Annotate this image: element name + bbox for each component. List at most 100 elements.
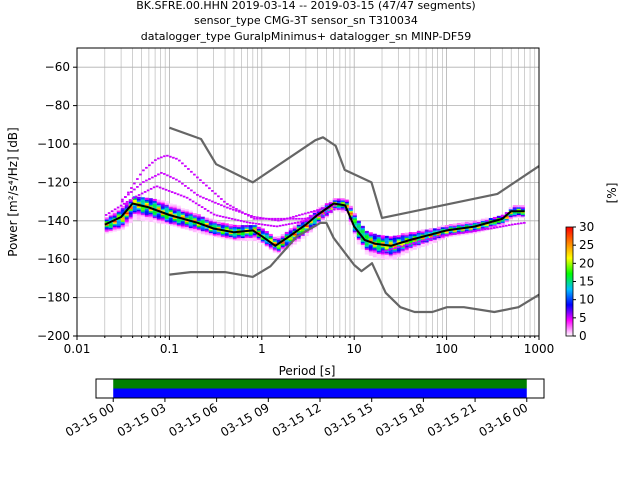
density-cell xyxy=(272,245,277,249)
density-cell xyxy=(104,229,109,232)
density-cell xyxy=(340,205,345,209)
density-cell xyxy=(412,247,417,250)
density-cell xyxy=(212,219,217,222)
density-cell xyxy=(372,247,377,250)
density-cell xyxy=(384,238,389,242)
density-cell-outlier xyxy=(508,224,511,227)
density-cell xyxy=(280,247,285,251)
density-cell xyxy=(228,236,233,239)
density-cell xyxy=(320,218,325,222)
density-cell xyxy=(328,212,333,215)
density-cell xyxy=(152,198,157,202)
density-cell-outlier xyxy=(178,180,181,183)
density-cell xyxy=(140,207,145,211)
density-cell xyxy=(476,222,481,226)
x-tick-label: 100 xyxy=(435,342,458,356)
density-cell xyxy=(268,236,273,240)
density-cell xyxy=(368,252,373,255)
density-cell xyxy=(448,233,453,236)
density-cell xyxy=(168,217,173,220)
density-cell xyxy=(416,246,421,249)
density-cell-outlier xyxy=(158,186,162,189)
density-cell xyxy=(300,224,305,227)
density-cell xyxy=(184,221,189,224)
density-cell xyxy=(348,208,353,212)
density-cell xyxy=(364,241,369,244)
y-tick-label: −60 xyxy=(45,60,70,74)
density-cell xyxy=(352,217,357,221)
density-cell xyxy=(340,210,345,213)
density-cell-outlier xyxy=(205,184,208,187)
density-cell xyxy=(476,225,481,229)
density-cell xyxy=(324,215,329,218)
density-cell xyxy=(180,212,185,216)
density-cell xyxy=(340,201,345,204)
density-cell xyxy=(140,214,145,217)
density-cell xyxy=(248,235,253,239)
density-cell xyxy=(296,236,301,239)
density-cell xyxy=(120,221,125,224)
density-cell xyxy=(216,224,221,228)
density-cell xyxy=(216,229,221,232)
density-cell xyxy=(148,199,153,202)
density-cell-outlier xyxy=(163,173,166,175)
density-cell-outlier xyxy=(191,200,195,203)
density-cell xyxy=(196,217,201,220)
density-cell xyxy=(436,226,441,229)
density-cell xyxy=(292,240,297,244)
density-cell xyxy=(392,241,397,245)
density-cell-outlier xyxy=(175,157,178,160)
density-cell xyxy=(396,235,401,238)
density-cell xyxy=(148,210,153,213)
density-cell xyxy=(168,221,173,225)
density-cell xyxy=(444,225,449,228)
density-cell xyxy=(116,228,121,231)
density-cell xyxy=(176,214,181,218)
density-cell xyxy=(352,216,357,219)
density-cell xyxy=(472,226,477,230)
density-cell-outlier xyxy=(253,217,256,220)
density-cell xyxy=(216,221,221,225)
density-cell xyxy=(228,228,233,231)
density-cell-outlier xyxy=(499,225,502,228)
density-cell xyxy=(120,227,125,230)
density-cell xyxy=(404,246,409,249)
density-cell xyxy=(124,215,129,218)
y-tick-label: −140 xyxy=(37,214,70,228)
density-cell xyxy=(196,229,201,232)
density-cell xyxy=(512,208,517,211)
density-cell xyxy=(268,244,273,247)
density-cell xyxy=(368,243,373,246)
density-cell xyxy=(380,252,385,255)
density-cell-outlier xyxy=(484,228,487,231)
timeline-tick-label: 03-15 06 xyxy=(166,400,220,439)
density-cell xyxy=(236,229,241,232)
density-cell-outlier xyxy=(259,216,262,219)
timeline-tick-label: 03-15 03 xyxy=(115,400,169,439)
density-cell xyxy=(156,208,161,212)
density-cell-outlier xyxy=(211,190,214,192)
density-cell xyxy=(516,211,521,214)
density-cell xyxy=(464,221,469,224)
density-cell xyxy=(292,234,297,237)
density-cell xyxy=(192,216,197,219)
density-cell xyxy=(444,231,449,234)
colorbar-tick-label: 30 xyxy=(579,220,594,234)
density-cell xyxy=(348,205,353,209)
density-cell xyxy=(420,241,425,244)
density-cell xyxy=(208,220,213,223)
density-cell xyxy=(432,239,437,242)
density-cell xyxy=(176,222,181,225)
density-cell xyxy=(384,241,389,245)
density-cell-outlier xyxy=(200,206,204,208)
density-cell-outlier xyxy=(299,220,303,223)
density-cell xyxy=(192,214,197,217)
density-cell-outlier xyxy=(326,211,330,213)
density-cell-outlier xyxy=(130,191,133,193)
density-cell xyxy=(176,225,181,228)
x-axis-ticks: 0.01 0.1 1 10 100 1000 xyxy=(64,336,554,356)
density-cell xyxy=(108,224,113,227)
density-cell xyxy=(432,229,437,233)
density-cell xyxy=(472,223,477,226)
density-cell xyxy=(160,205,165,208)
